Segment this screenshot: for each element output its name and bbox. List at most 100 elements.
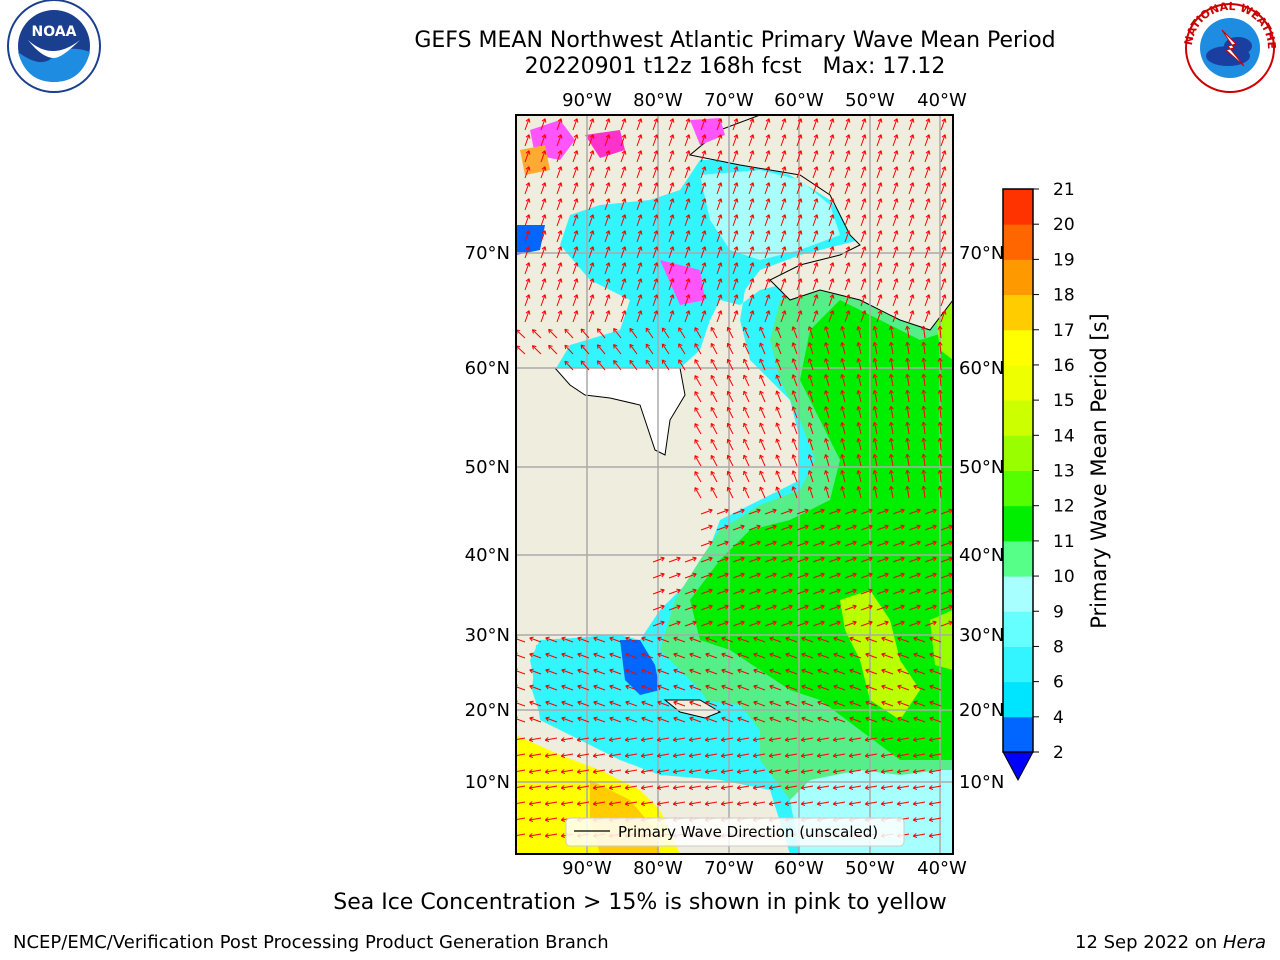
wave-arrow [753, 669, 766, 675]
wave-arrow [529, 653, 542, 659]
wave-arrow [673, 701, 686, 707]
wave-arrow [801, 801, 814, 805]
wave-arrow-head [560, 833, 566, 838]
wave-arrow-head [609, 716, 614, 722]
wave-arrow [588, 294, 594, 307]
wave-arrow [593, 701, 606, 707]
wave-arrow [812, 214, 818, 227]
wave-arrow [922, 358, 926, 371]
wave-arrow [764, 150, 770, 163]
wave-arrow [785, 653, 798, 659]
wave-arrow [908, 134, 914, 147]
wave-arrow [940, 166, 946, 179]
wave-arrow [796, 621, 809, 627]
lat-label: 40°N [465, 545, 510, 566]
wave-arrow [732, 573, 745, 579]
wave-arrow-head [909, 182, 915, 187]
wave-arrow-head [868, 588, 873, 594]
wave-arrow [625, 769, 638, 773]
wave-arrow [524, 310, 530, 323]
wave-arrow-head [720, 753, 726, 758]
wave-arrow-head [756, 604, 761, 610]
wave-arrow [844, 557, 857, 563]
wave-arrow [857, 422, 862, 435]
wave-arrow [924, 525, 937, 531]
wave-arrow-head [756, 540, 761, 546]
wave-arrow-head [752, 769, 758, 774]
wave-arrow [748, 150, 754, 163]
wave-arrow [721, 653, 734, 659]
wave-arrow-head [905, 469, 911, 475]
wave-arrow-head [791, 374, 797, 379]
wave-arrow-head [749, 214, 755, 219]
colorbar-tick-label: 8 [1053, 637, 1064, 657]
wave-arrow [833, 669, 846, 675]
wave-arrow-head [609, 668, 614, 674]
wave-arrow [817, 669, 830, 675]
wave-arrow-head [877, 166, 883, 171]
wave-arrow [844, 589, 857, 595]
wave-arrow-head [941, 182, 947, 187]
wave-arrow-head [525, 262, 531, 267]
wave-arrow-head [704, 737, 710, 742]
wave-arrow-head [577, 652, 582, 658]
wave-arrow-head [589, 182, 595, 187]
wave-arrow [641, 717, 654, 723]
wave-arrow [641, 753, 654, 757]
wave-arrow-head [701, 310, 707, 315]
wave-arrow-head [864, 753, 870, 758]
wave-arrow [545, 801, 558, 805]
wave-arrow [906, 374, 910, 387]
wave-arrow-head [797, 262, 803, 267]
colorbar-segment [1003, 400, 1033, 436]
wave-arrow [876, 278, 882, 291]
wave-arrow [759, 406, 766, 419]
wave-arrow-head [788, 524, 793, 530]
wave-arrow-head [733, 214, 739, 219]
wave-arrow-head [545, 716, 550, 722]
wave-arrow [897, 717, 910, 723]
wave-arrow-head [708, 508, 713, 514]
wave-arrow [636, 278, 642, 291]
wave-arrow [892, 150, 898, 163]
ocean-yellowgreen-1 [840, 590, 920, 720]
wave-arrow-head [704, 785, 710, 790]
wave-arrow [764, 262, 770, 275]
wave-arrow-head [621, 246, 627, 251]
wave-arrow [743, 406, 750, 419]
wave-arrow-head [541, 278, 547, 283]
wave-arrow-head [749, 230, 755, 235]
wave-arrow-head [896, 753, 902, 758]
colorbar-segment [1003, 224, 1033, 260]
wave-arrow-head [909, 246, 915, 251]
wave-arrow-head [788, 588, 793, 594]
wave-arrow-head [937, 405, 943, 410]
wave-arrow [849, 701, 862, 707]
lat-label: 20°N [465, 700, 510, 721]
wave-arrow-head [753, 636, 758, 642]
wave-arrow [694, 343, 702, 355]
wave-arrow [710, 455, 718, 467]
wave-arrow-head [813, 182, 819, 187]
wave-arrow-head [861, 182, 867, 187]
wave-arrow-head [640, 737, 646, 742]
wave-arrow-head [884, 572, 889, 578]
wave-arrow [743, 486, 750, 499]
wave-arrow-head [849, 716, 854, 722]
wave-arrow-head [717, 118, 723, 123]
wave-arrow-head [765, 310, 771, 315]
wave-arrow-head [625, 684, 630, 690]
wave-arrow-head [653, 198, 659, 203]
wave-arrow-head [749, 118, 755, 123]
wave-arrow-head [824, 358, 829, 363]
wave-arrow-head [905, 453, 911, 459]
wave-arrow [737, 685, 750, 691]
wave-arrow [812, 230, 818, 243]
wave-arrow-head [921, 421, 927, 426]
wave-arrow-head [560, 769, 566, 774]
wave-arrow-head [609, 636, 614, 642]
wave-arrow [732, 589, 745, 595]
wave-arrow [940, 182, 946, 195]
wave-arrow [689, 669, 702, 675]
wave-arrow-head [692, 556, 697, 562]
